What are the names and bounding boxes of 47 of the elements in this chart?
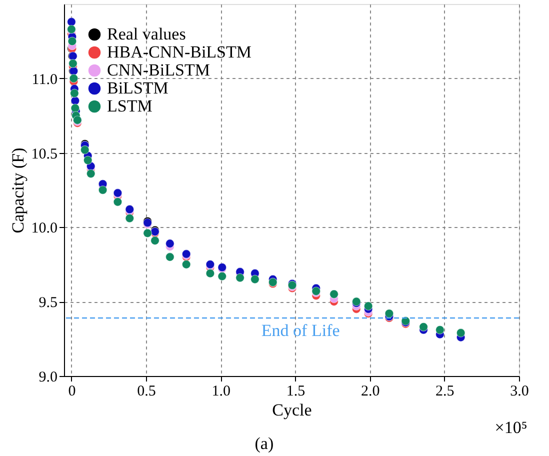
x-tick-label: 1.0 [212, 384, 231, 400]
point [384, 309, 394, 318]
x-tick-label: 3.0 [510, 384, 529, 400]
point [364, 302, 373, 311]
y-axis-title: Capacity (F) [8, 148, 28, 234]
legend-label: LSTM [107, 96, 152, 116]
point [70, 104, 80, 113]
point [86, 169, 96, 178]
y-tick-label: 10.0 [31, 220, 58, 237]
point [98, 186, 108, 194]
x-axis-title: Cycle [272, 400, 312, 420]
y-tick-label: 11.0 [32, 72, 58, 88]
point [236, 273, 245, 282]
y-tick-label: 9.0 [38, 370, 58, 386]
x-tick-label: 2.0 [360, 384, 380, 400]
point [113, 197, 122, 206]
y-tick-label: 10.5 [31, 146, 58, 162]
x-tick-label: 0.5 [137, 384, 156, 400]
legend-label: CNN-BiLSTM [107, 60, 210, 80]
legend-label: Real values [107, 24, 186, 44]
point [143, 228, 152, 238]
point [165, 239, 174, 248]
legend-label: HBA-CNN-BiLSTM [107, 42, 252, 62]
x-tick-label: 0 [68, 384, 76, 400]
text: (a) [254, 434, 274, 453]
legend-label: BiLSTM [107, 78, 168, 98]
point [218, 272, 227, 281]
ref-line-label: End of Life [261, 320, 340, 340]
point [66, 17, 76, 26]
point [206, 268, 215, 278]
text: ×10⁵ [494, 418, 528, 437]
point [69, 74, 78, 83]
point [125, 214, 134, 223]
point [456, 328, 466, 338]
point [435, 325, 444, 334]
point [70, 88, 79, 98]
point [419, 322, 428, 332]
point [83, 156, 92, 165]
point [80, 145, 90, 154]
point [150, 236, 160, 246]
point [165, 252, 174, 262]
x-tick-label: 2.5 [436, 384, 454, 400]
point [182, 260, 191, 269]
point [68, 36, 77, 46]
y-tick-label: 9.5 [38, 295, 58, 312]
point [250, 274, 260, 284]
x-tick-label: 1.5 [286, 384, 306, 400]
